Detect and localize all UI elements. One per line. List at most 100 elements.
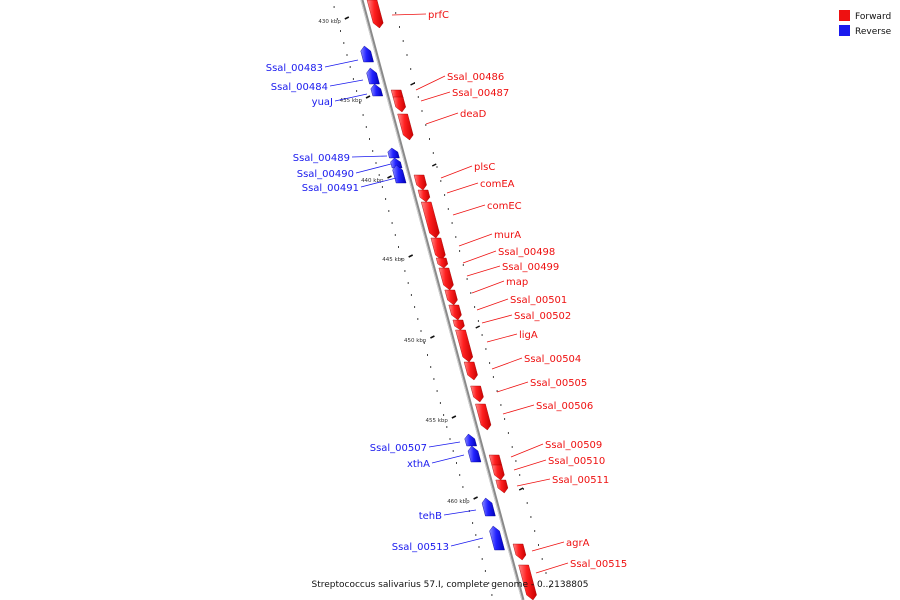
gene-label-prfC[interactable]: prfC: [428, 10, 449, 21]
gene-Ssal_00515[interactable]: [518, 564, 537, 600]
gene-map[interactable]: [444, 289, 458, 306]
gene-label-ligA[interactable]: ligA: [519, 330, 538, 341]
gene-yuaJ[interactable]: [370, 83, 384, 97]
gene-connector: [491, 357, 523, 370]
gene-comEC[interactable]: [420, 201, 440, 239]
gene-label-Ssal_00515[interactable]: Ssal_00515: [570, 559, 627, 570]
gene-label-Ssal_00502[interactable]: Ssal_00502: [514, 311, 571, 322]
gene-label-Ssal_00501[interactable]: Ssal_00501: [510, 295, 567, 306]
gene-label-Ssal_00505[interactable]: Ssal_00505: [530, 378, 587, 389]
gene-label-Ssal_00483[interactable]: Ssal_00483: [266, 63, 323, 74]
guide-dot: [440, 180, 442, 182]
gene-label-Ssal_00504[interactable]: Ssal_00504: [524, 354, 581, 365]
gene-label-Ssal_00486[interactable]: Ssal_00486: [447, 72, 504, 83]
gene-Ssal_00513[interactable]: [489, 525, 505, 551]
gene-Ssal_00502[interactable]: [452, 319, 465, 331]
gene-connector: [420, 91, 451, 102]
gene-connector: [496, 381, 529, 393]
gene-label-Ssal_00509[interactable]: Ssal_00509: [545, 440, 602, 451]
gene-deaD[interactable]: [397, 113, 414, 141]
guide-dot: [436, 166, 438, 168]
guide-dot: [352, 78, 354, 80]
guide-dot: [519, 474, 521, 476]
gene-label-map[interactable]: map: [506, 277, 528, 288]
guide-dot: [439, 402, 441, 404]
gene-label-comEA[interactable]: comEA: [480, 179, 515, 190]
gene-connector: [351, 155, 388, 158]
guide-dot: [507, 432, 509, 434]
gene-comEA[interactable]: [417, 189, 431, 203]
gene-label-agrA[interactable]: agrA: [566, 538, 590, 549]
gene-Ssal_00506[interactable]: [475, 403, 492, 431]
gene-Ssal_00487[interactable]: [392, 96, 406, 113]
guide-dot: [538, 544, 539, 546]
gene-ligA[interactable]: [455, 329, 474, 363]
gene-label-Ssal_00489[interactable]: Ssal_00489: [293, 153, 350, 164]
gene-label-Ssal_00511[interactable]: Ssal_00511: [552, 475, 609, 486]
gene-label-Ssal_00499[interactable]: Ssal_00499: [502, 262, 559, 273]
guide-dot: [484, 570, 486, 572]
guide-dot: [452, 450, 454, 452]
guide-dot: [365, 126, 367, 128]
tick-marks: 430 kbp 435 kbp 440 kbp 445 kbp 450 kbp 455 k…: [318, 16, 524, 505]
gene-label-Ssal_00487[interactable]: Ssal_00487: [452, 88, 509, 99]
guide-dot: [401, 258, 403, 260]
gene-Ssal_00499[interactable]: [438, 267, 454, 291]
guide-dot: [443, 414, 445, 416]
gene-label-Ssal_00498[interactable]: Ssal_00498: [498, 247, 555, 258]
gene-Ssal_00491[interactable]: [392, 164, 407, 184]
guide-dot: [462, 486, 464, 488]
gene-Ssal_00484[interactable]: [366, 67, 380, 85]
gene-Ssal_00489[interactable]: [387, 147, 400, 159]
gene-connector: [360, 177, 397, 188]
guide-dot: [545, 572, 547, 574]
gene-Ssal_00498[interactable]: [435, 257, 449, 269]
guide-dot: [421, 110, 423, 112]
tick-mark: [451, 415, 457, 419]
gene-Ssal_00507[interactable]: [464, 433, 477, 447]
gene-tehB[interactable]: [481, 497, 496, 517]
guide-dot: [474, 306, 476, 308]
gene-label-plsC[interactable]: plsC: [474, 162, 495, 173]
guide-dot: [362, 114, 364, 116]
gene-label-tehB[interactable]: tehB: [419, 511, 442, 522]
gene-label-Ssal_00490[interactable]: Ssal_00490: [297, 169, 354, 180]
gene-label-Ssal_00506[interactable]: Ssal_00506: [536, 401, 593, 412]
guide-dot: [407, 282, 409, 284]
gene-prfC[interactable]: [366, 0, 384, 29]
gene-label-Ssal_00510[interactable]: Ssal_00510: [548, 456, 605, 467]
gene-Ssal_00511[interactable]: [495, 479, 509, 494]
gene-label-deaD[interactable]: deaD: [460, 109, 487, 120]
gene-label-murA[interactable]: murA: [494, 230, 521, 241]
gene-label-Ssal_00484[interactable]: Ssal_00484: [271, 82, 328, 93]
gene-Ssal_00505[interactable]: [470, 385, 484, 403]
genome-backbone-highlight: [360, 0, 523, 600]
gene-label-Ssal_00491[interactable]: Ssal_00491: [302, 183, 359, 194]
gene-label-comEC[interactable]: comEC: [487, 201, 522, 212]
gene-connector: [531, 541, 565, 552]
gene-label-xthA[interactable]: xthA: [407, 459, 430, 470]
guide-dot: [429, 138, 430, 140]
guide-dot: [425, 124, 427, 126]
gene-label-yuaJ[interactable]: yuaJ: [312, 97, 333, 108]
gene-Ssal_00483[interactable]: [360, 45, 374, 63]
gene-Ssal_00510[interactable]: [491, 464, 505, 481]
gene-xthA[interactable]: [467, 445, 482, 463]
guide-dot: [394, 234, 396, 236]
guide-dot: [481, 334, 483, 336]
gene-Ssal_00504[interactable]: [463, 361, 478, 381]
guide-dot: [496, 390, 498, 392]
gene-Ssal_00501[interactable]: [448, 304, 462, 321]
guide-dot: [404, 270, 406, 272]
guide-dot: [534, 530, 536, 532]
gene-murA[interactable]: [430, 237, 446, 261]
guide-dot: [336, 18, 338, 20]
legend-forward-swatch: [839, 10, 850, 21]
guide-dot: [466, 278, 468, 280]
gene-label-Ssal_00513[interactable]: Ssal_00513: [392, 542, 449, 553]
gene-plsC[interactable]: [413, 174, 427, 191]
gene-agrA[interactable]: [512, 543, 527, 561]
legend-reverse-label: Reverse: [855, 27, 892, 37]
gene-label-Ssal_00507[interactable]: Ssal_00507: [370, 443, 427, 454]
